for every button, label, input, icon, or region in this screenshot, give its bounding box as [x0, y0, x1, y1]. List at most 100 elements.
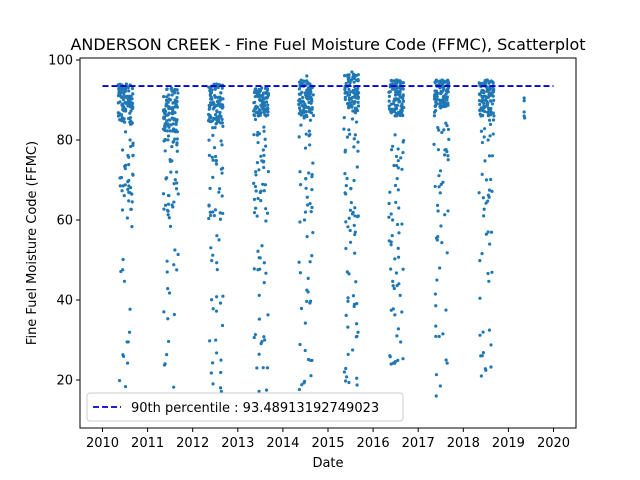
data-point — [392, 109, 396, 113]
data-point — [252, 181, 256, 185]
data-point — [439, 182, 443, 186]
data-point — [395, 78, 399, 82]
data-point — [216, 99, 220, 103]
data-point — [434, 97, 438, 101]
data-point — [120, 148, 125, 152]
data-point — [220, 143, 224, 147]
data-point — [173, 248, 177, 252]
data-point — [346, 296, 350, 300]
data-point — [262, 129, 266, 133]
data-point — [395, 222, 400, 227]
data-point — [482, 207, 486, 211]
data-point — [351, 109, 355, 113]
legend: 90th percentile : 93.48913192749023 — [86, 392, 404, 422]
data-point — [391, 218, 395, 222]
data-point — [342, 115, 346, 120]
data-point — [121, 117, 125, 121]
data-point — [212, 82, 216, 86]
data-point — [165, 129, 170, 133]
data-point — [211, 382, 215, 386]
data-point — [491, 81, 495, 85]
data-point — [131, 154, 135, 158]
data-point — [387, 107, 392, 111]
y-tick-label: 40 — [56, 294, 73, 309]
data-point — [217, 187, 222, 191]
data-point — [389, 212, 393, 216]
data-point — [165, 95, 169, 99]
data-point — [397, 206, 401, 210]
data-point — [252, 335, 256, 340]
data-point — [481, 106, 486, 110]
data-point — [261, 366, 265, 370]
data-point — [298, 170, 302, 174]
x-tick-label: 2020 — [537, 436, 570, 451]
data-point — [308, 91, 312, 96]
data-point — [220, 103, 225, 107]
y-tick-label: 60 — [56, 214, 73, 229]
data-point — [482, 101, 486, 105]
data-point — [218, 110, 222, 115]
data-point — [345, 135, 350, 139]
data-point — [354, 280, 358, 284]
data-point — [220, 86, 224, 90]
data-point — [342, 127, 346, 131]
data-point — [353, 251, 357, 255]
data-point — [396, 159, 400, 163]
data-point — [344, 246, 348, 251]
data-point — [347, 128, 351, 132]
data-point — [487, 279, 491, 283]
data-point — [353, 111, 358, 115]
data-point — [310, 106, 314, 110]
data-point — [125, 216, 130, 220]
data-point — [355, 376, 359, 380]
data-point — [481, 351, 486, 355]
data-point — [221, 211, 225, 216]
x-tick-label: 2010 — [86, 436, 119, 451]
data-point — [215, 82, 219, 86]
data-point — [206, 112, 211, 117]
data-point — [395, 334, 399, 338]
data-point — [492, 114, 496, 118]
data-point — [173, 178, 177, 182]
data-point — [356, 73, 360, 77]
data-point — [347, 87, 351, 92]
data-point — [308, 110, 312, 114]
data-point — [300, 383, 304, 387]
data-point — [401, 357, 405, 361]
data-point — [434, 304, 438, 308]
data-point — [395, 103, 399, 107]
data-point — [214, 309, 219, 313]
data-point — [175, 149, 179, 153]
data-point — [262, 335, 266, 339]
data-point — [120, 189, 124, 193]
data-point — [346, 75, 350, 79]
data-point — [484, 368, 488, 372]
data-point — [218, 211, 222, 215]
data-point — [165, 352, 169, 357]
data-point — [478, 102, 482, 106]
data-point — [303, 321, 307, 325]
data-point — [172, 263, 176, 267]
data-point — [252, 133, 256, 137]
data-point — [266, 169, 270, 174]
data-point — [308, 132, 312, 137]
data-point — [436, 126, 440, 130]
data-point — [343, 88, 347, 92]
data-point — [121, 354, 126, 358]
data-point — [438, 384, 442, 388]
data-point — [260, 339, 264, 344]
data-point — [348, 240, 353, 244]
legend-label: 90th percentile : 93.48913192749023 — [131, 401, 379, 416]
data-point — [388, 354, 392, 358]
data-point — [172, 91, 176, 95]
data-point — [172, 117, 176, 121]
data-point — [522, 110, 526, 114]
data-point — [130, 86, 135, 91]
data-point — [438, 169, 443, 173]
data-point — [389, 243, 393, 247]
data-point — [352, 304, 356, 309]
data-point — [172, 200, 176, 204]
data-point — [478, 93, 482, 97]
data-point — [213, 125, 217, 130]
